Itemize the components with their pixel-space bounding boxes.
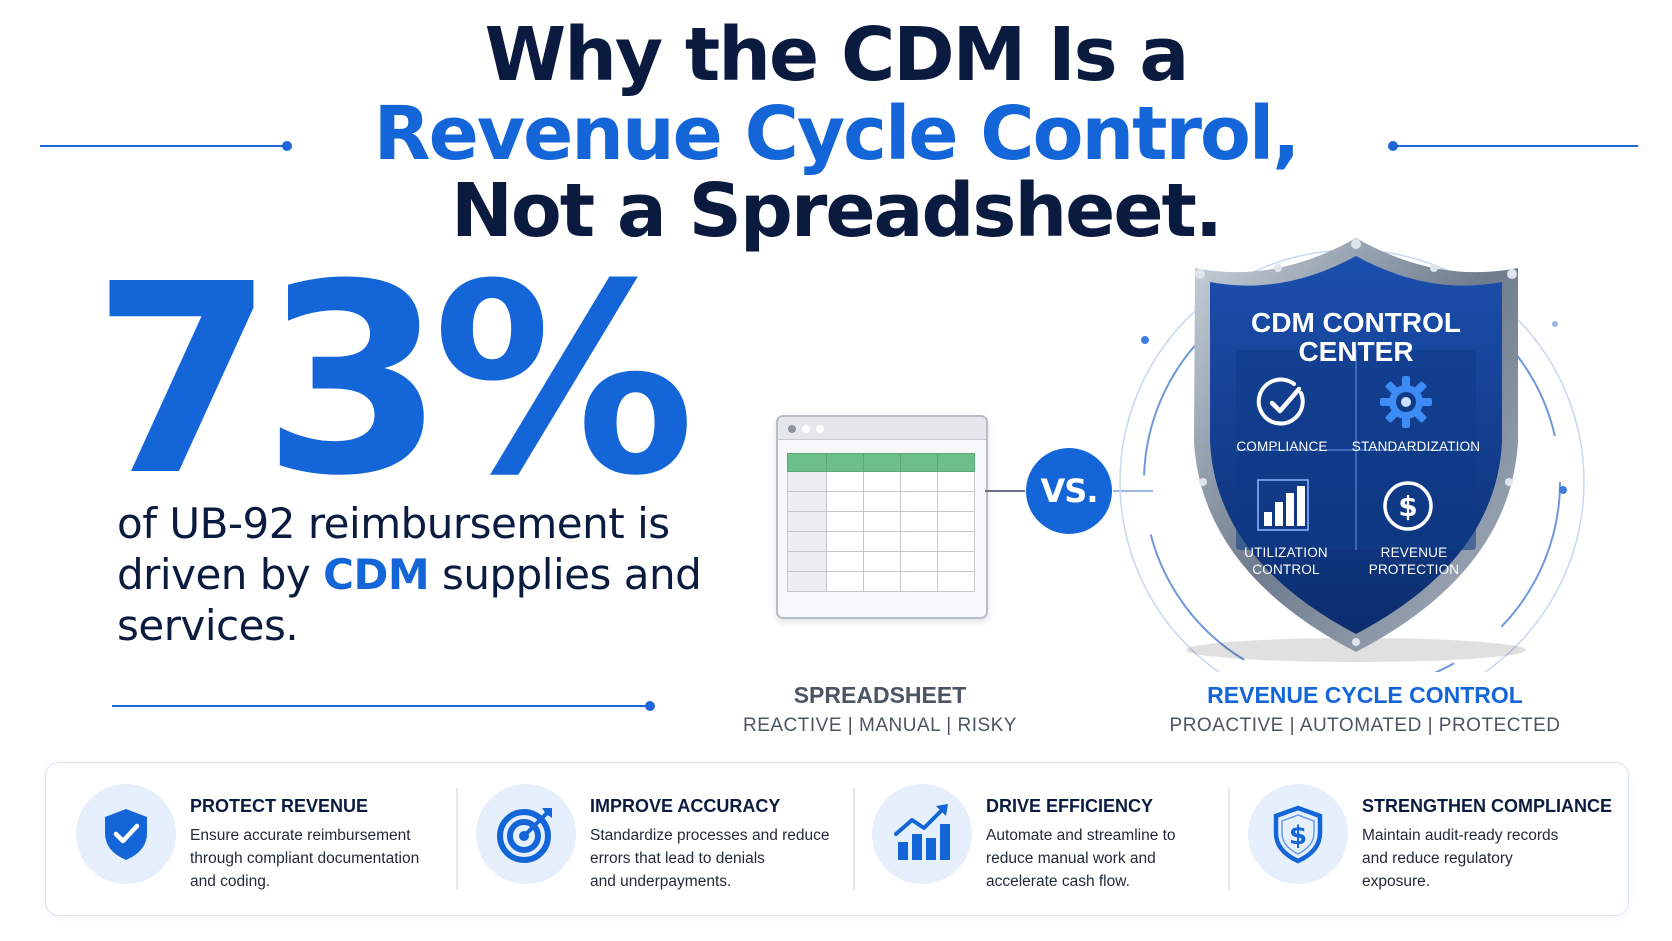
svg-text:$: $ — [1398, 490, 1417, 523]
benefit-desc-line: Ensure accurate reimbursement — [190, 827, 411, 844]
benefit-title: DRIVE EFFICIENCY — [986, 796, 1154, 816]
svg-text:$: $ — [1289, 821, 1307, 851]
compliance-label: COMPLIANCE — [1236, 439, 1328, 454]
benefits-panel — [45, 762, 1629, 916]
benefit-desc-line: and coding. — [190, 873, 271, 890]
revenue-control-label: REVENUE CYCLE CONTROL — [1207, 682, 1523, 708]
benefit-icon-circle — [476, 784, 576, 884]
benefit-desc-line: Maintain audit-ready records — [1362, 827, 1559, 844]
title-line-2: Revenue Cycle Control, — [373, 91, 1301, 177]
benefit-title: IMPROVE ACCURACY — [590, 796, 781, 816]
title-rule-right — [1392, 145, 1638, 147]
benefit-separator — [456, 788, 458, 890]
revenue-protection-label-1: REVENUE — [1380, 545, 1448, 560]
benefit-desc-line: Automate and streamline to — [986, 827, 1176, 844]
benefit-icon-circle — [872, 784, 972, 884]
benefit-title: STRENGTHEN COMPLIANCE — [1362, 796, 1613, 816]
utilization-label-1: UTILIZATION — [1244, 545, 1328, 560]
spreadsheet-grid — [787, 453, 975, 592]
connector-right — [1113, 490, 1153, 492]
benefit-separator — [853, 788, 855, 890]
gear-icon — [1380, 376, 1432, 428]
benefit-desc-line: exposure. — [1362, 873, 1431, 890]
standardization-label: STANDARDIZATION — [1351, 439, 1481, 454]
revenue-protection-label-2: PROTECTION — [1368, 562, 1460, 577]
dollar-coin-icon: $ — [1383, 481, 1433, 531]
title-rule-left-dot — [282, 141, 292, 151]
bar-chart-icon — [1257, 479, 1309, 531]
title-line-3: Not a Spreadsheet. — [450, 168, 1223, 254]
benefit-desc-line: accelerate cash flow. — [986, 873, 1130, 890]
spreadsheet-sublabel: REACTIVE | MANUAL | RISKY — [742, 715, 1017, 736]
shield-heading-line-2: CENTER — [1298, 336, 1414, 367]
growth-chart-icon — [894, 804, 950, 860]
spreadsheet-icon — [776, 415, 988, 619]
benefit-desc-line: and underpayments. — [590, 873, 732, 890]
revenue-control-sublabel: PROACTIVE | AUTOMATED | PROTECTED — [1169, 715, 1561, 736]
title-line-1: Why the CDM Is a — [484, 12, 1190, 98]
benefit-description: Standardize processes and reduce errors … — [590, 824, 830, 893]
benefit-desc-line: reduce manual work and — [986, 850, 1156, 867]
benefit-description: Ensure accurate reimbursement through co… — [190, 824, 419, 893]
shield-heading-line-1: CDM CONTROL — [1251, 307, 1461, 338]
stat-underline-dot — [645, 701, 655, 711]
spreadsheet-window-bar — [778, 417, 986, 440]
vs-badge: VS. — [1026, 448, 1112, 534]
benefit-desc-line: Standardize processes and reduce — [590, 827, 830, 844]
target-icon — [497, 808, 552, 863]
check-circle-icon — [1256, 377, 1305, 426]
benefit-separator — [1228, 788, 1230, 890]
stat-desc-text-2: supplies and services. — [117, 550, 702, 650]
benefit-desc-line: errors that lead to denials — [590, 850, 765, 867]
shield-check-icon — [105, 809, 147, 860]
shield-dollar-icon: $ — [1273, 805, 1323, 864]
benefit-icon-circle: $ — [1248, 784, 1348, 884]
benefit-desc-line: through compliant documentation — [190, 850, 420, 867]
stat-desc-highlight: CDM — [323, 550, 430, 599]
stat-description: of UB-92 reimbursement is driven by CDM … — [117, 498, 717, 651]
benefit-description: Automate and streamline to reduce manual… — [986, 824, 1176, 893]
shield-graphic — [1119, 238, 1585, 672]
benefit-desc-line: and reduce regulatory — [1362, 850, 1513, 867]
stat-value: 73% — [92, 228, 695, 533]
title-rule-left — [40, 145, 286, 147]
stat-desc-text-1: of UB-92 reimbursement is driven by — [117, 499, 670, 599]
benefit-description: Maintain audit-ready records and reduce … — [1362, 824, 1558, 893]
stat-underline — [112, 705, 647, 707]
spreadsheet-label: SPREADSHEET — [793, 682, 967, 708]
connector-left — [985, 490, 1025, 492]
utilization-label-2: CONTROL — [1252, 562, 1320, 577]
benefit-title: PROTECT REVENUE — [190, 796, 369, 816]
benefit-icon-circle — [76, 784, 176, 884]
